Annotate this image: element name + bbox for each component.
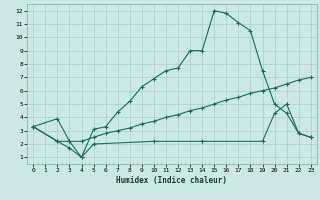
X-axis label: Humidex (Indice chaleur): Humidex (Indice chaleur) bbox=[116, 176, 228, 185]
